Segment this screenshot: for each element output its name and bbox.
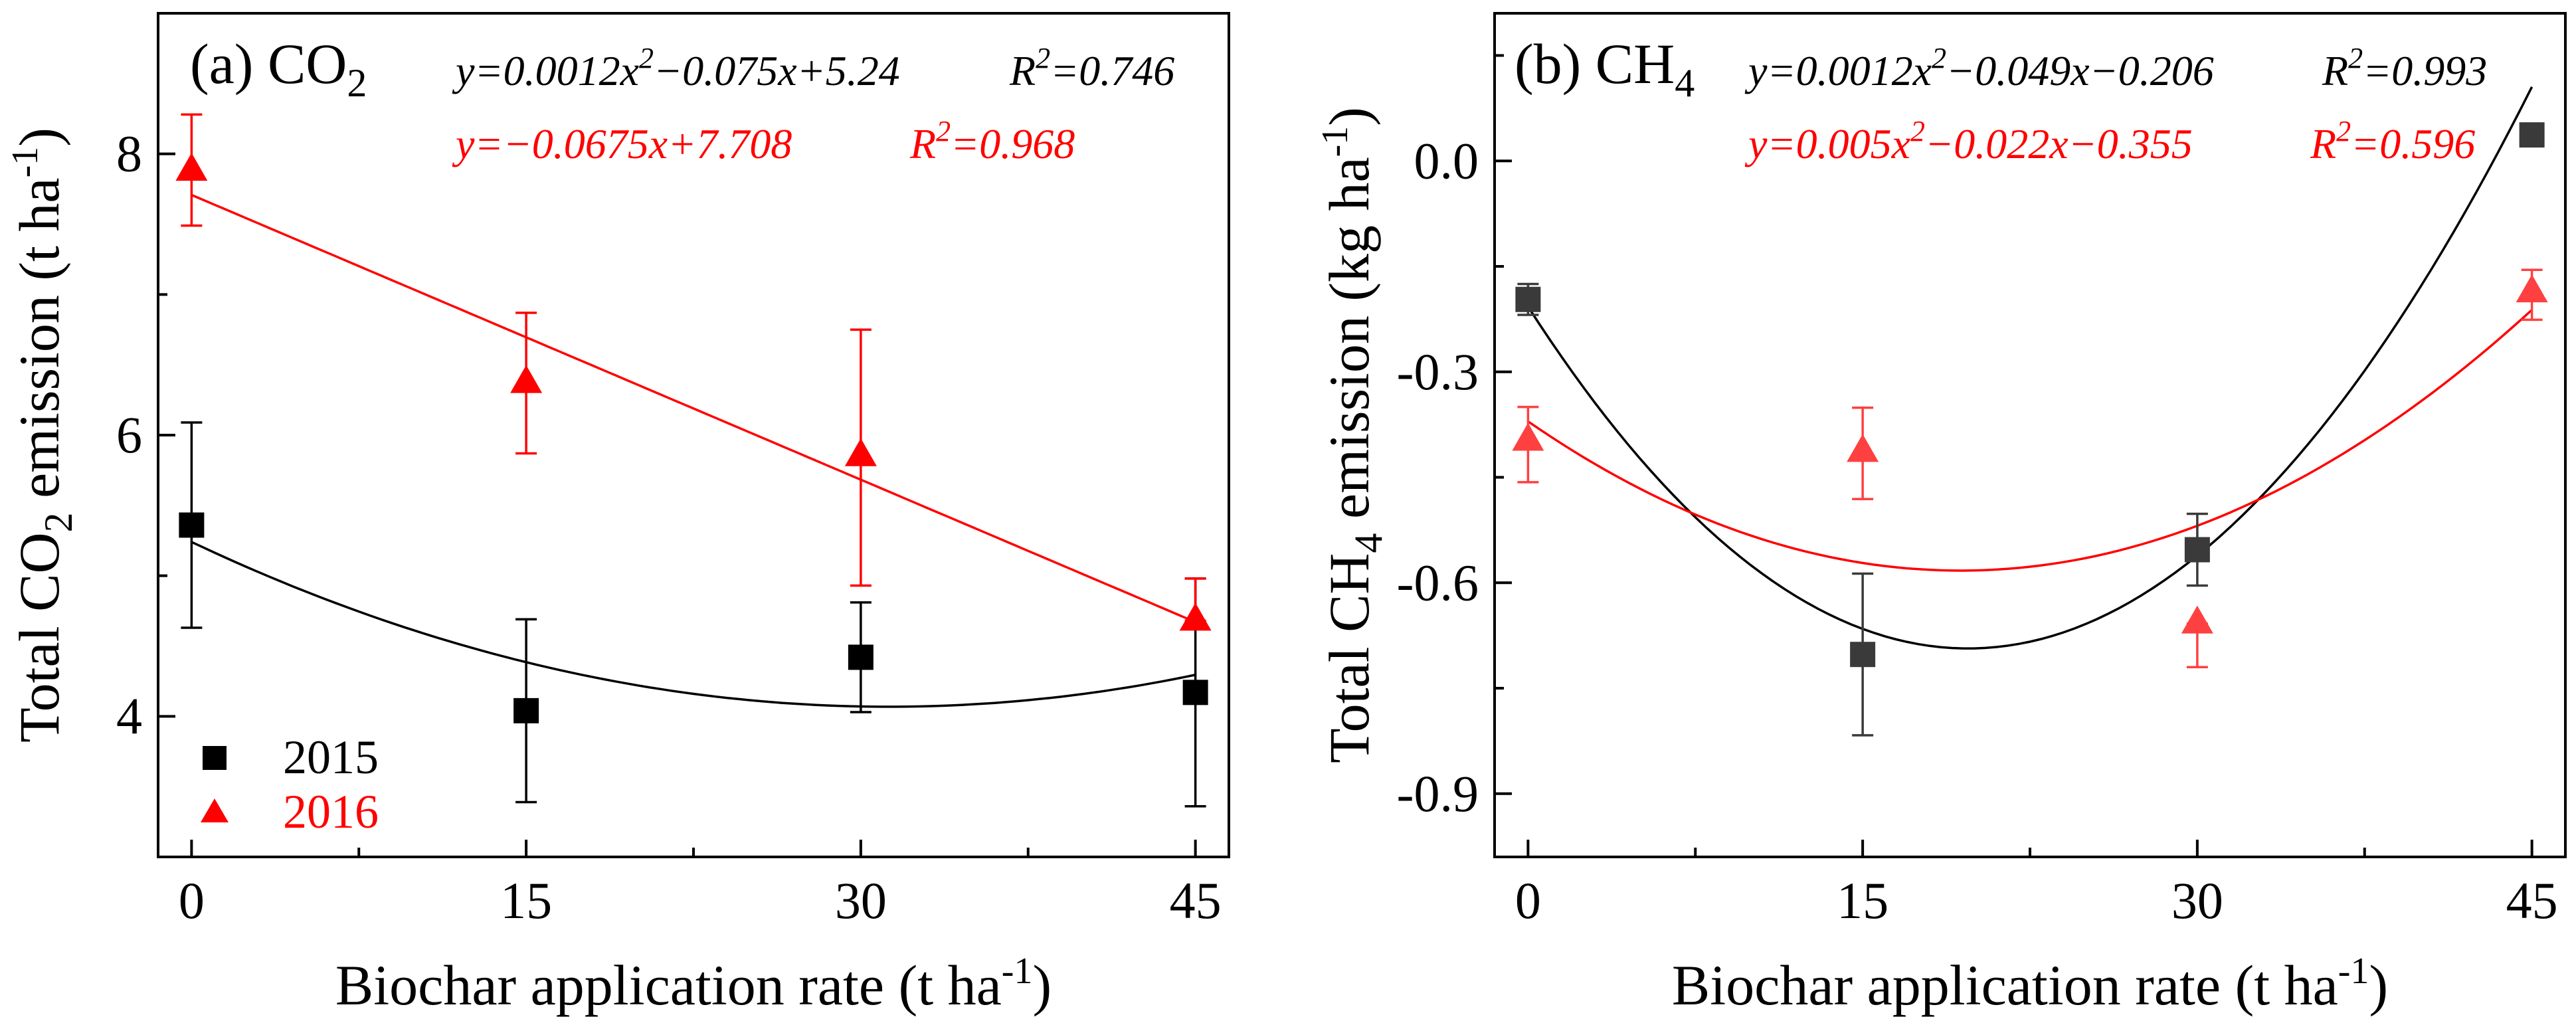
legend-label-2016: 2016 <box>283 785 379 838</box>
data-point-2015 <box>1515 286 1541 312</box>
x-tick-label: 30 <box>835 872 887 929</box>
panel-a-fits <box>191 193 1196 708</box>
panel-a-x-axis-label: Biochar application rate (t ha-1) <box>335 951 1052 1017</box>
panel-b-fits <box>1526 86 2533 650</box>
panel-b-fit-2016-r2: R2=0.596 <box>2310 115 2475 167</box>
data-point-2015 <box>2184 537 2210 563</box>
data-point-2015 <box>1850 642 1876 668</box>
y-tick-label: -0.9 <box>1397 765 1479 822</box>
fit-curve-2015 <box>1526 86 2533 650</box>
x-tick-label: 45 <box>1170 872 1222 929</box>
panel-a-fit-2015-equation: y=0.0012x2−0.075x+5.24 <box>452 42 900 94</box>
fit-curve-2015 <box>191 541 1196 708</box>
data-point-2016 <box>1179 603 1212 631</box>
x-tick-label: 0 <box>1515 872 1541 929</box>
y-tick-label: -0.6 <box>1397 553 1479 611</box>
x-tick-label: 30 <box>2171 872 2223 929</box>
panel-b-fit-2016-equation: y=0.005x2−0.022x−0.355 <box>1744 115 2193 167</box>
panel-a-markers <box>175 153 1212 723</box>
panel-b-fit-2015-equation: y=0.0012x2−0.049x−0.206 <box>1744 42 2214 94</box>
data-point-2015 <box>848 644 874 670</box>
panel-b-markers <box>1512 122 2548 668</box>
panel-a-x-ticks: 0 15 30 45 <box>179 840 1222 929</box>
data-point-2016 <box>2181 605 2213 634</box>
x-tick-label: 15 <box>1837 872 1888 929</box>
y-tick-label: 8 <box>116 125 142 183</box>
legend: 2015 2016 <box>201 731 379 838</box>
panel-b-x-axis-label: Biochar application rate (t ha-1) <box>1672 951 2388 1017</box>
data-point-2016 <box>844 438 877 466</box>
panel-a-fit-2016-equation: y=−0.0675x+7.708 <box>452 120 792 167</box>
panel-b-title: (b) CH4 <box>1515 32 1695 105</box>
y-tick-label: -0.3 <box>1397 343 1479 401</box>
panel-b-errorbars <box>1517 126 2543 737</box>
y-tick-label: 0.0 <box>1414 132 1479 189</box>
panel-a-fit-2016-r2: R2=0.968 <box>909 115 1075 167</box>
data-point-2015 <box>179 512 205 538</box>
panel-b: 0 15 30 45 0.0 -0.3 -0.6 -0.9 (b) CH4 y=0.0012… <box>1315 12 2567 1017</box>
panel-a: 0 15 30 45 4 6 8 (a) CO2 y=0.0012x2−0.075x+5.… <box>5 12 1230 1017</box>
x-tick-label: 0 <box>179 872 205 929</box>
panel-a-errorbars <box>181 113 1206 808</box>
panel-b-y-ticks: 0.0 -0.3 -0.6 -0.9 <box>1397 54 1512 822</box>
x-tick-label: 45 <box>2506 872 2558 929</box>
legend-marker-2016 <box>201 798 229 822</box>
panel-a-y-axis-label: Total CO2 emission (t ha-1) <box>5 128 80 743</box>
y-tick-label: 4 <box>116 687 142 745</box>
fit-curve-2016 <box>1527 309 2533 572</box>
fit-curve-2016 <box>191 193 1196 624</box>
panel-b-fit-2015-r2: R2=0.993 <box>2322 42 2487 94</box>
data-point-2016 <box>1847 434 1879 462</box>
panel-b-x-ticks: 0 15 30 45 <box>1515 840 2558 929</box>
data-point-2016 <box>1512 422 1544 451</box>
data-point-2015 <box>1182 680 1208 705</box>
panel-a-fit-2015-r2: R2=0.746 <box>1009 42 1174 94</box>
panel-b-y-axis-label: Total CH4 emission (kg ha-1) <box>1315 107 1390 763</box>
data-point-2015 <box>513 698 539 723</box>
data-point-2016 <box>2516 274 2548 303</box>
data-point-2016 <box>510 365 543 393</box>
y-tick-label: 6 <box>116 406 142 464</box>
legend-marker-2015 <box>203 746 227 770</box>
data-point-2015 <box>2519 122 2545 148</box>
x-tick-label: 15 <box>500 872 552 929</box>
panel-a-title: (a) CO2 <box>190 32 367 105</box>
data-point-2016 <box>175 153 208 181</box>
legend-label-2015: 2015 <box>283 731 379 784</box>
panel-a-y-ticks: 4 6 8 <box>116 12 175 858</box>
